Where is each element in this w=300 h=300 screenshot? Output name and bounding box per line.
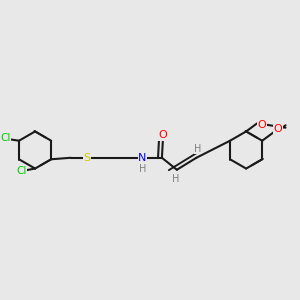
- Text: N: N: [138, 153, 147, 163]
- Text: Cl: Cl: [16, 166, 27, 176]
- Text: O: O: [158, 130, 167, 140]
- Text: O: O: [274, 124, 282, 134]
- Text: Cl: Cl: [0, 133, 11, 143]
- Text: O: O: [258, 120, 266, 130]
- Text: H: H: [139, 164, 146, 174]
- Text: H: H: [172, 174, 179, 184]
- Text: H: H: [194, 144, 202, 154]
- Text: S: S: [83, 153, 91, 163]
